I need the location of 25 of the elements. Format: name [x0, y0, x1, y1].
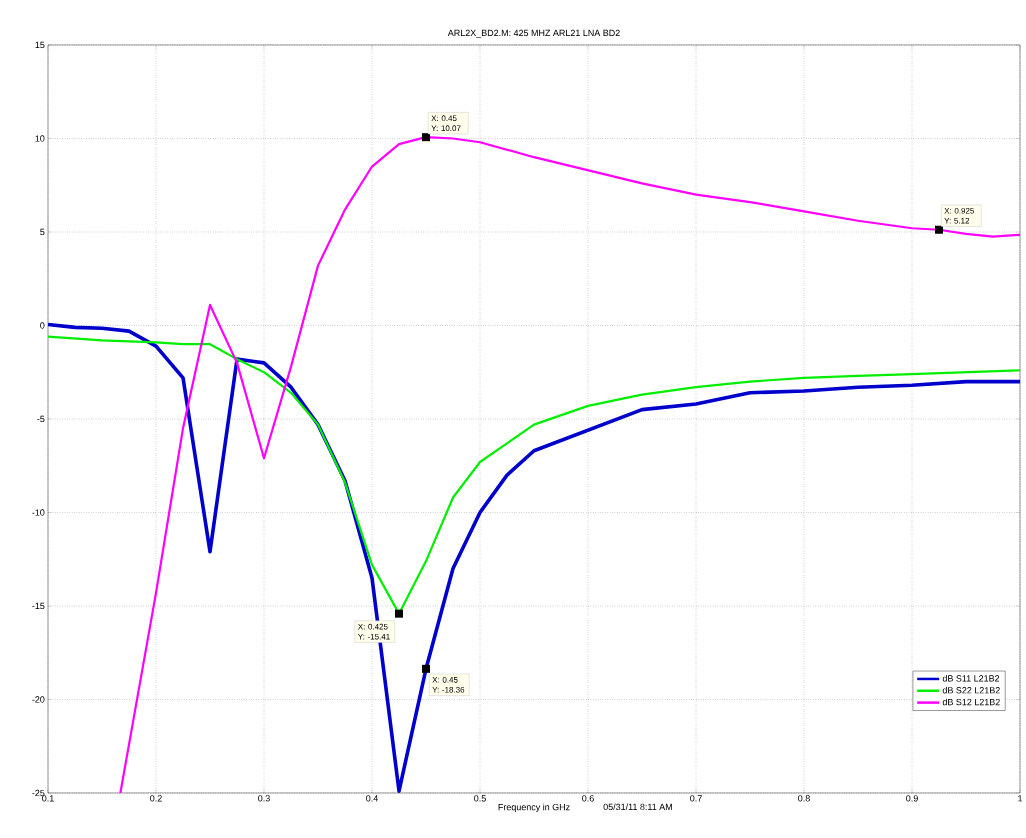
x-tick-label: 0.9: [906, 795, 918, 802]
legend-label: dB S11 L21B2: [942, 675, 1000, 682]
y-tick-label: -15: [32, 602, 45, 610]
y-tick-label: 15: [35, 41, 45, 49]
x-tick-label: 0.8: [798, 795, 810, 802]
x-tick-label: 0.6: [582, 795, 594, 802]
y-tick-label: -25: [32, 789, 45, 797]
x-tick-label: 1: [1018, 795, 1023, 802]
y-tick-label: 10: [35, 135, 45, 142]
text: 05/31/11 8:11 AM: [603, 803, 672, 811]
x-axis-title: Frequency in GHz: [498, 803, 570, 813]
chart-title: ARL2X_BD2.M: 425 MHZ ARL21 LNA BD2: [447, 29, 620, 38]
x-tick-label: 0.5: [474, 795, 486, 802]
legend-label: dB S12 L21B2: [942, 698, 1000, 706]
y-tick-label: 0: [40, 322, 45, 329]
x-tick-label: 0.2: [150, 795, 162, 802]
legend-label: dB S22 L21B2: [942, 686, 1000, 694]
y-tick-label: -10: [32, 509, 45, 516]
y-tick-label: -20: [32, 696, 45, 703]
y-tick-label: 5: [40, 228, 45, 236]
x-tick-label: 0.7: [690, 795, 702, 802]
y-tick-label: -5: [37, 415, 45, 423]
x-tick-label: 0.1: [42, 795, 54, 802]
x-tick-label: 0.3: [258, 795, 270, 802]
x-tick-label: 0.4: [366, 795, 378, 802]
